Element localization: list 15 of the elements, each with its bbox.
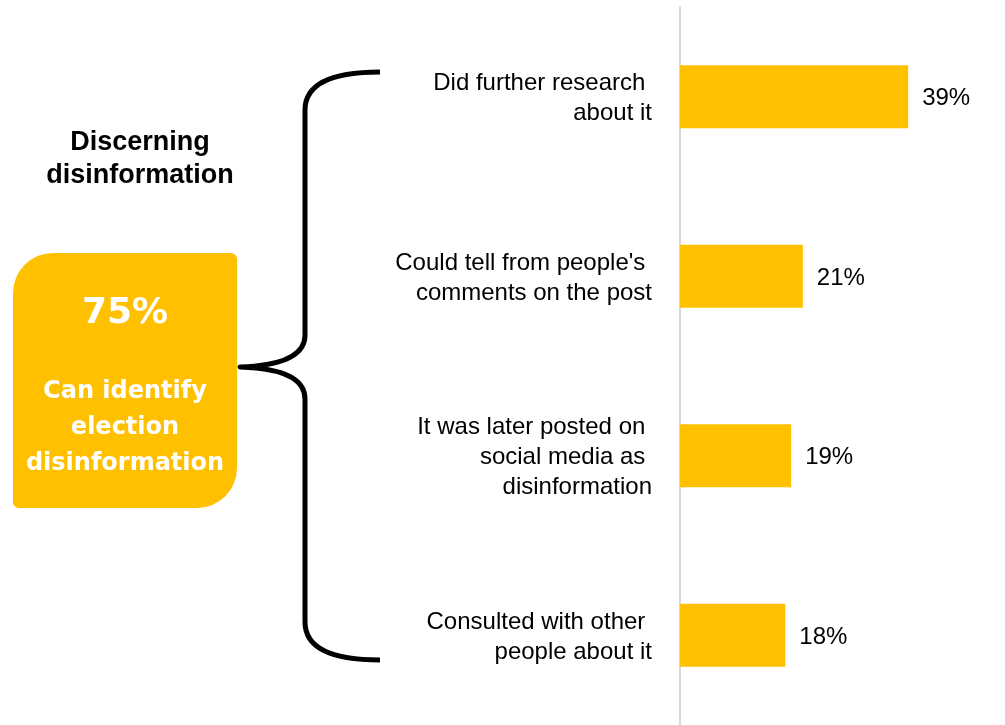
data-label: 18%: [799, 621, 848, 649]
data-label: 39%: [922, 83, 971, 111]
y-tick-label: It was later posted on social media as disinformation: [417, 412, 652, 500]
text: 75%: [80, 290, 170, 331]
bar: [680, 244, 803, 308]
data-label: 21%: [816, 262, 865, 290]
bar: [680, 424, 792, 488]
bar: [680, 65, 909, 129]
y-tick-label: Consulted with other people about it: [426, 606, 653, 664]
text: Discerning disinformation: [45, 125, 235, 191]
data-label: 19%: [805, 442, 854, 470]
y-tick-label: Could tell from people's comments on the post: [395, 247, 653, 305]
y-tick-label: Did further research about it: [433, 68, 653, 126]
bar: [680, 603, 786, 667]
text: Can identify election disinformation: [24, 375, 226, 478]
